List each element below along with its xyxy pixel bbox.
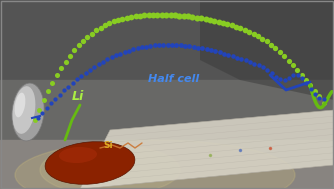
- Bar: [0, 140, 334, 189]
- Text: Li: Li: [72, 90, 84, 103]
- Ellipse shape: [40, 145, 180, 189]
- Ellipse shape: [59, 147, 97, 163]
- Text: Si: Si: [103, 141, 113, 150]
- Ellipse shape: [12, 83, 44, 141]
- Ellipse shape: [13, 86, 35, 134]
- Ellipse shape: [15, 140, 295, 189]
- Ellipse shape: [45, 142, 135, 184]
- Text: Half cell: Half cell: [148, 74, 199, 84]
- Polygon shape: [200, 0, 334, 100]
- Ellipse shape: [15, 93, 25, 117]
- Bar: [0, 80, 334, 140]
- Polygon shape: [80, 110, 334, 189]
- Bar: [0, 0, 334, 80]
